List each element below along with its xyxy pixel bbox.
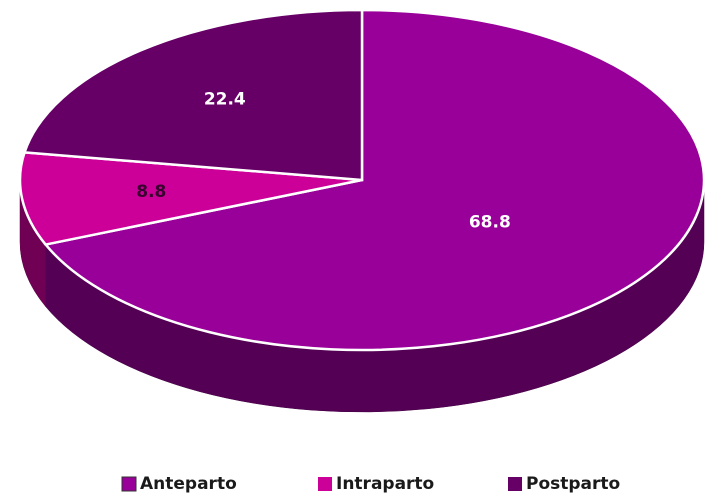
legend-label: Anteparto xyxy=(140,474,237,494)
legend-label: Postparto xyxy=(526,474,620,494)
legend-swatch xyxy=(508,477,522,491)
slice xyxy=(43,8,706,352)
legend-label: Intraparto xyxy=(336,474,434,494)
data-label: 22.4 xyxy=(204,90,246,110)
slice xyxy=(18,151,363,246)
legend-swatch xyxy=(318,477,332,491)
data-label: 8.8 xyxy=(136,182,166,202)
data-label: 68.8 xyxy=(469,213,511,233)
slice xyxy=(22,8,364,182)
legend-swatch xyxy=(121,476,137,492)
